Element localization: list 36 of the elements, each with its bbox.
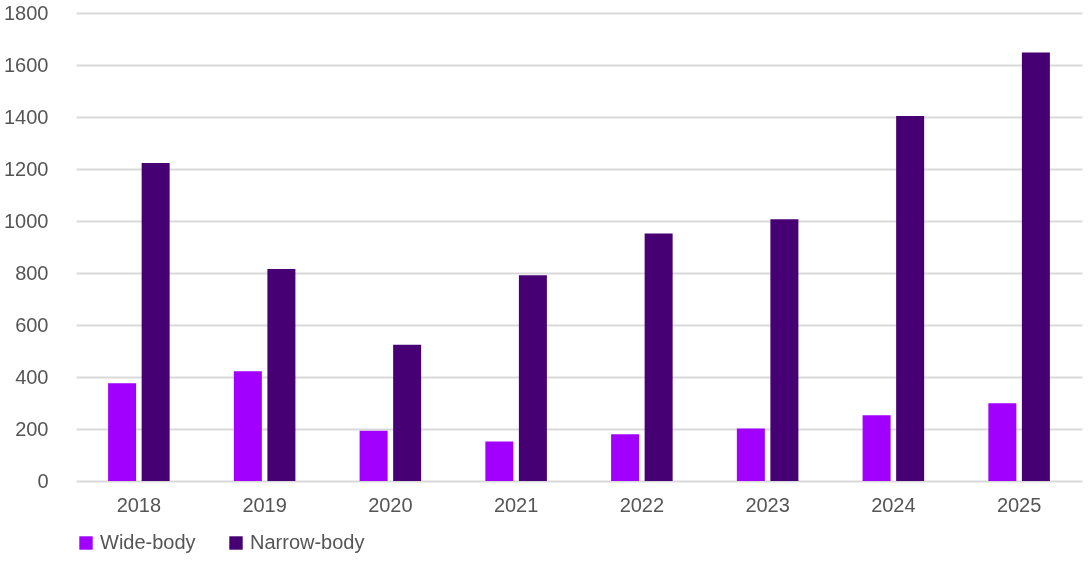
bar [736,428,765,481]
y-tick-label: 400 [15,365,49,388]
bar [611,434,640,481]
bar [896,115,925,481]
y-tick-label: 1000 [4,209,49,232]
x-tick-label: 2020 [368,493,413,516]
bar [644,233,673,481]
y-tick-label: 1800 [4,1,49,24]
x-tick-label: 2019 [242,493,287,516]
bar [267,269,296,481]
bar [141,163,170,481]
x-tick-label: 2025 [996,493,1042,516]
y-tick-label: 1400 [4,105,49,128]
bar [485,441,514,481]
x-tick-label: 2022 [619,493,665,516]
y-tick-label: 1600 [4,53,49,76]
bar [518,275,547,481]
x-tick-label: 2024 [871,493,916,516]
bar [359,430,388,481]
x-tick-label: 2018 [116,493,162,516]
bar [988,403,1017,481]
bar [108,383,137,481]
y-tick-label: 1200 [4,157,49,180]
legend-label: Wide-body [100,531,196,553]
bar [393,344,422,481]
y-tick-label: 200 [15,417,49,440]
legend-label: Narrow-body [250,531,365,553]
bar [233,371,262,481]
y-tick-label: 0 [37,469,49,492]
bar [1021,52,1050,481]
bar [770,219,799,481]
x-tick-label: 2021 [493,493,539,516]
bar [862,415,891,481]
y-tick-label: 800 [15,261,49,284]
x-tick-label: 2023 [745,493,790,516]
y-tick-label: 600 [15,313,49,336]
